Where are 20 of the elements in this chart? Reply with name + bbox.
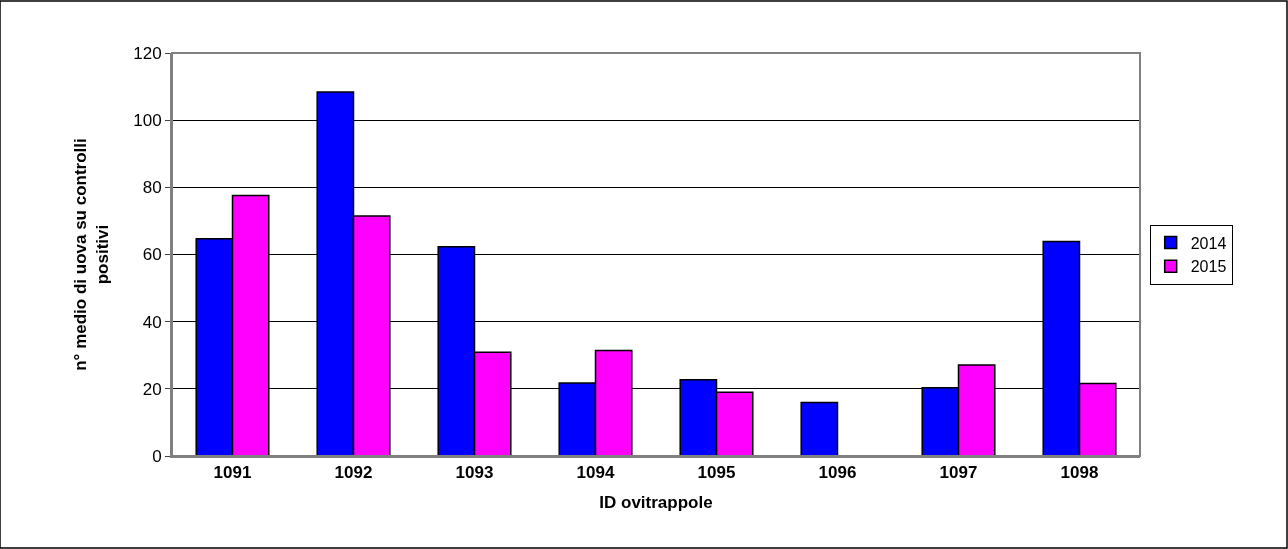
- x-tick-label: 1096: [818, 463, 857, 483]
- y-tick-label: 40: [142, 312, 162, 332]
- legend-label: 2014: [1190, 234, 1227, 252]
- y-tick-label: 60: [142, 245, 162, 265]
- y-tick-label: 0: [152, 446, 162, 466]
- y-tick-label: 120: [133, 43, 162, 63]
- x-tick-label: 1097: [939, 463, 978, 483]
- x-tick-label: 1093: [455, 463, 494, 483]
- x-axis-title: ID ovitrappole: [599, 493, 713, 513]
- bar: [800, 401, 839, 456]
- x-tick-label: 1095: [697, 463, 736, 483]
- x-tick-label: 1094: [576, 463, 615, 483]
- x-tick-label: 1092: [334, 463, 373, 483]
- y-tick-label: 20: [142, 379, 162, 399]
- x-tick-label: 1098: [1060, 463, 1099, 483]
- y-tick-label: 80: [142, 178, 162, 198]
- legend-label: 2015: [1190, 258, 1227, 276]
- x-tick-label: 1091: [213, 463, 252, 483]
- y-axis-title: n° medio di uova su controlli positivi: [71, 138, 113, 371]
- y-tick-label: 100: [133, 111, 162, 131]
